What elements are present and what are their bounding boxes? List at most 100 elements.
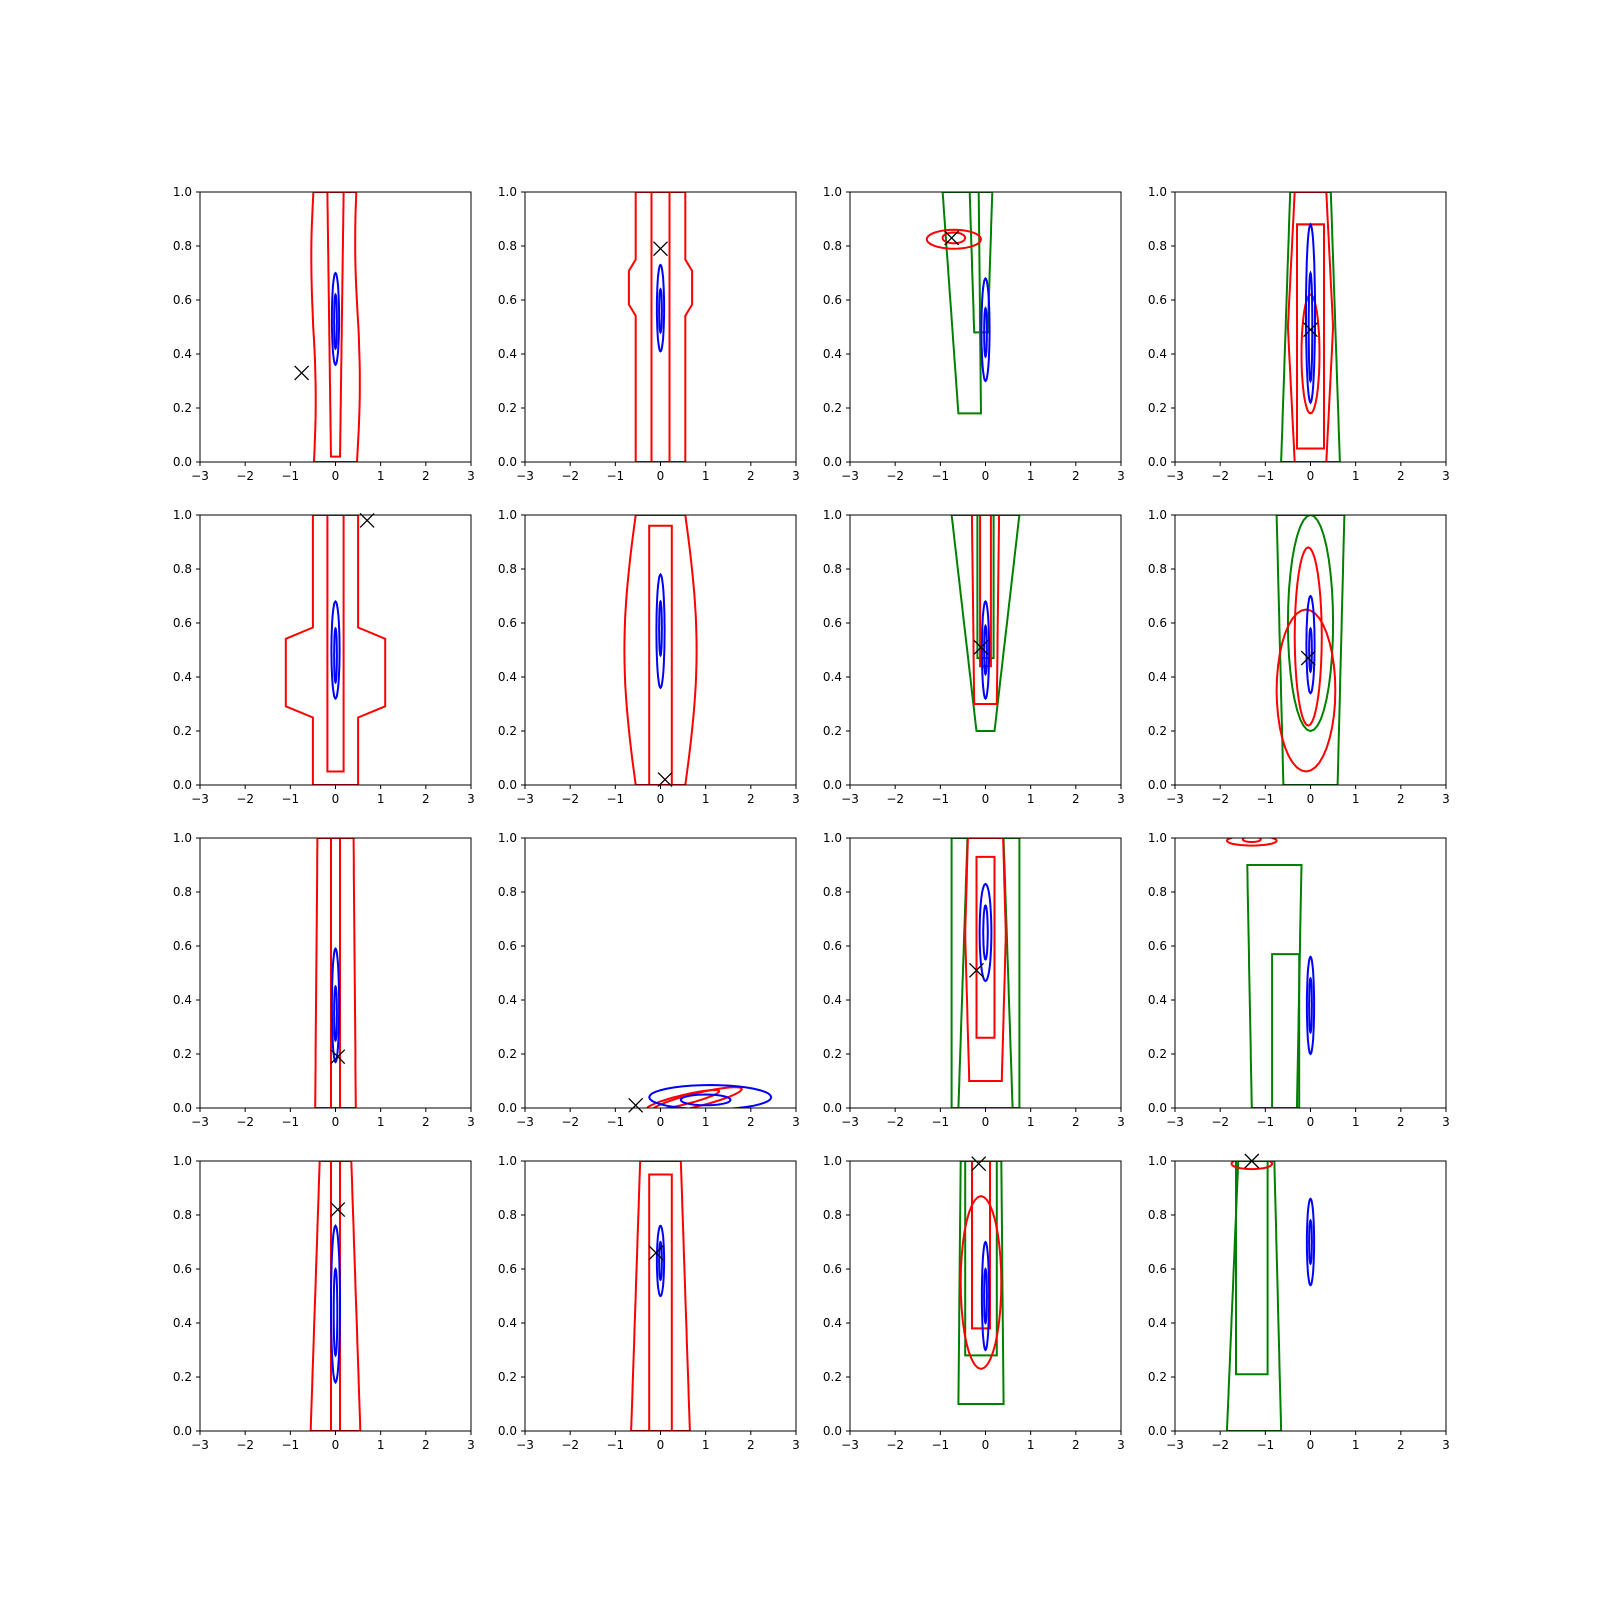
x-marker [653, 241, 668, 257]
blue-contour-0 [980, 599, 991, 701]
contour-layer [630, 1161, 691, 1431]
panel-r0c3: −3 −2 −1 0 1 2 3 0.0 0.2 0.4 0.6 0.8 1.0 [1148, 185, 1450, 483]
blue-contour-1 [332, 1267, 339, 1358]
y-tick-label: 0.6 [498, 293, 517, 307]
y-tick-label: 0.2 [173, 724, 192, 738]
blue-contour-0 [330, 271, 341, 367]
x-tick-label: 2 [1072, 469, 1080, 483]
axes-frame [199, 837, 472, 1109]
y-tick-label: 0.0 [1148, 778, 1167, 792]
x-tick-label: −2 [236, 792, 254, 806]
blue-contour-1 [658, 599, 663, 658]
x-tick-label: −3 [841, 469, 859, 483]
x-tick-label: −2 [561, 1438, 579, 1452]
panel-r3c3: −3 −2 −1 0 1 2 3 0.0 0.2 0.4 0.6 0.8 1.0 [1148, 1153, 1450, 1452]
x-tick-label: −1 [931, 1438, 949, 1452]
y-tick-label: 0.0 [173, 455, 192, 469]
red-contour-0 [309, 1161, 362, 1431]
y-tick-label: 1.0 [823, 508, 842, 522]
y-tick-label: 0.8 [823, 239, 842, 253]
blue-contour-1 [983, 1267, 988, 1325]
x-tick-label: −3 [1166, 792, 1184, 806]
red-contour-0 [1225, 838, 1278, 847]
panel-r2c2: −3 −2 −1 0 1 2 3 0.0 0.2 0.4 0.6 0.8 1.0 [823, 831, 1125, 1129]
x-tick-label: 3 [1442, 1438, 1450, 1452]
x-tick-label: 3 [792, 792, 800, 806]
x-tick-label: 2 [747, 469, 755, 483]
green-contour-0 [1225, 1161, 1283, 1431]
blue-contour-1 [658, 1240, 663, 1282]
red-contour-1 [326, 515, 345, 773]
x-tick-label: 1 [702, 1115, 710, 1129]
blue-contour-0 [1305, 955, 1316, 1056]
y-tick-label: 0.4 [173, 1316, 192, 1330]
x-tick-label: 3 [792, 1115, 800, 1129]
y-tick-label: 0.8 [498, 239, 517, 253]
y-tick-label: 0.6 [823, 1262, 842, 1276]
y-tick-label: 0.8 [173, 239, 192, 253]
y-tick-label: 0.0 [823, 455, 842, 469]
x-tick-label: 1 [1352, 1115, 1360, 1129]
x-tick-label: 0 [982, 792, 990, 806]
y-tick-label: 0.6 [173, 1262, 192, 1276]
x-tick-label: −3 [516, 792, 534, 806]
x-tick-label: 0 [332, 1438, 340, 1452]
red-contour-0 [1286, 192, 1335, 462]
green-contour-0 [957, 1161, 1005, 1405]
y-tick-label: 0.0 [1148, 455, 1167, 469]
x-tick-label: 2 [1397, 1115, 1405, 1129]
x-tick-label: 0 [657, 469, 665, 483]
y-tick-label: 0.4 [498, 1316, 517, 1330]
x-tick-label: −3 [191, 792, 209, 806]
y-tick-label: 0.8 [1148, 1208, 1167, 1222]
x-tick-label: 2 [422, 792, 430, 806]
x-tick-label: −2 [886, 1115, 904, 1129]
y-tick-label: 1.0 [1148, 185, 1167, 199]
x-tick-label: 0 [332, 792, 340, 806]
x-tick-label: −2 [1211, 1438, 1229, 1452]
x-tick-label: 2 [422, 1438, 430, 1452]
y-tick-label: 0.0 [498, 455, 517, 469]
x-tick-label: 3 [467, 792, 475, 806]
panel-r2c1: −3 −2 −1 0 1 2 3 0.0 0.2 0.4 0.6 0.8 1.0 [498, 831, 800, 1129]
blue-contour-1 [983, 306, 988, 359]
y-tick-label: 1.0 [823, 185, 842, 199]
x-tick-label: 2 [1397, 1438, 1405, 1452]
blue-contour-0 [1305, 222, 1316, 405]
y-tick-label: 0.0 [498, 1424, 517, 1438]
x-marker [628, 1097, 644, 1113]
green-contour-1 [968, 192, 994, 334]
y-tick-label: 0.8 [173, 885, 192, 899]
y-tick-label: 0.8 [823, 562, 842, 576]
x-tick-label: 0 [657, 792, 665, 806]
x-tick-label: 1 [1027, 1438, 1035, 1452]
x-tick-label: 2 [747, 1115, 755, 1129]
green-contour-0 [1246, 864, 1303, 1108]
x-marker [1303, 322, 1318, 338]
x-tick-label: −1 [281, 792, 299, 806]
x-tick-label: −2 [1211, 792, 1229, 806]
green-contour-0 [957, 838, 1014, 1108]
blue-contour-0 [1305, 594, 1316, 695]
x-tick-label: 3 [467, 1115, 475, 1129]
red-contour-0 [630, 1161, 691, 1431]
x-tick-label: 0 [982, 1115, 990, 1129]
x-marker [359, 512, 375, 528]
axes-frame [849, 514, 1122, 786]
y-tick-label: 0.8 [498, 885, 517, 899]
blue-contour-1 [333, 292, 338, 351]
x-tick-label: 0 [332, 469, 340, 483]
x-tick-label: 0 [657, 1438, 665, 1452]
x-tick-label: 0 [1307, 1438, 1315, 1452]
green-contour-0 [941, 192, 983, 415]
y-tick-label: 1.0 [498, 1154, 517, 1168]
contour-layer [957, 1161, 1005, 1405]
blue-contour-0 [330, 947, 341, 1064]
y-tick-label: 0.2 [823, 724, 842, 738]
y-tick-label: 0.6 [173, 293, 192, 307]
y-tick-label: 0.0 [498, 1101, 517, 1115]
green-contour-1 [964, 1161, 998, 1357]
x-tick-label: −3 [841, 792, 859, 806]
x-tick-label: 3 [1442, 469, 1450, 483]
